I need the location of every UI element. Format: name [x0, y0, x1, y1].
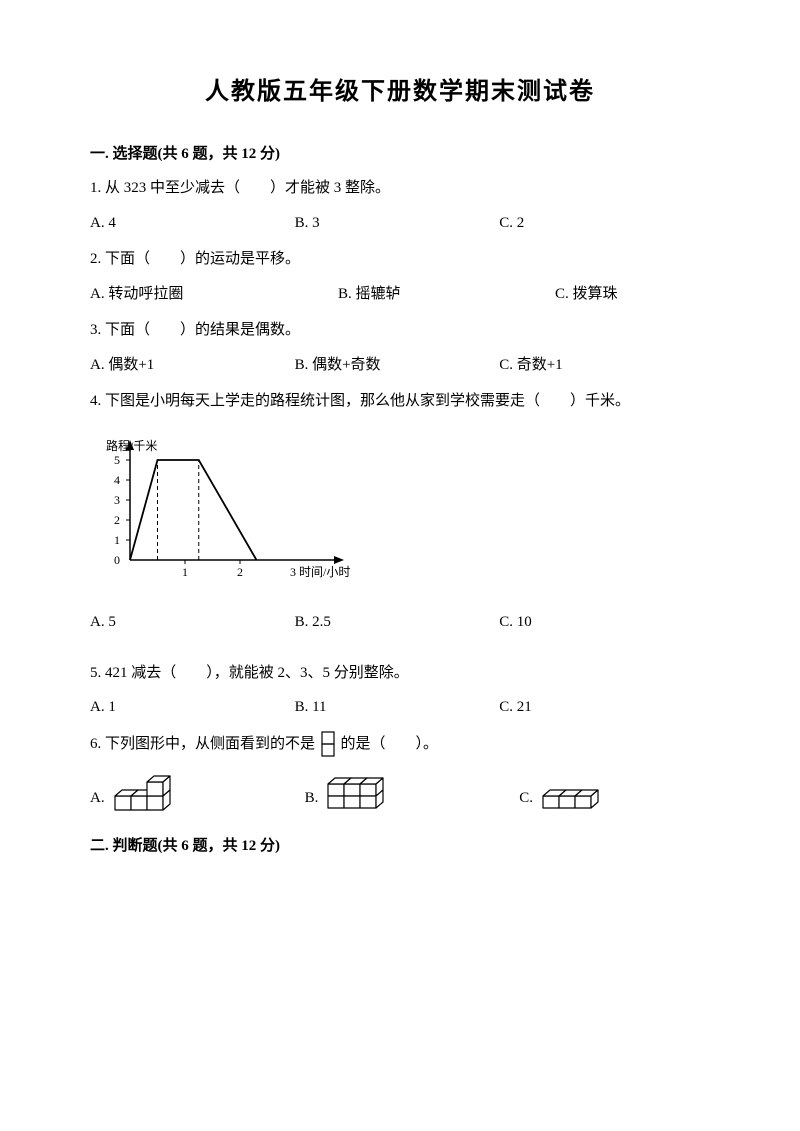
- question-1-options: A. 4 B. 3 C. 2: [90, 209, 710, 238]
- question-5: 5. 421 减去（ ），就能被 2、3、5 分别整除。: [90, 659, 710, 688]
- svg-text:4: 4: [114, 473, 120, 487]
- q4-line-chart: 0 1 2 3 4 5 1 2 3 时间/小时 路程/千米: [90, 430, 710, 591]
- svg-text:1: 1: [114, 533, 120, 547]
- q6-option-a[interactable]: A.: [90, 772, 295, 814]
- q5-option-a[interactable]: A. 1: [90, 693, 295, 722]
- svg-text:5: 5: [114, 453, 120, 467]
- question-4: 4. 下图是小明每天上学走的路程统计图，那么他从家到学校需要走（ ）千米。: [90, 387, 710, 416]
- question-4-options: A. 5 B. 2.5 C. 10: [90, 608, 710, 637]
- q2-option-c[interactable]: C. 拨算珠: [555, 280, 710, 309]
- q6-text-after: 的是（ ）。: [341, 736, 439, 752]
- question-6-options: A. B.: [90, 772, 710, 814]
- page-title: 人教版五年级下册数学期末测试卷: [90, 70, 710, 116]
- section-1-header: 一. 选择题(共 6 题，共 12 分): [90, 140, 710, 169]
- svg-text:2: 2: [237, 565, 243, 579]
- q6-option-a-figure: [111, 772, 191, 814]
- question-2: 2. 下面（ ）的运动是平移。: [90, 245, 710, 274]
- q6-text-before: 6. 下列图形中，从侧面看到的不是: [90, 736, 315, 752]
- q2-option-b[interactable]: B. 摇辘轳: [338, 280, 555, 309]
- q6-option-c[interactable]: C.: [519, 784, 724, 815]
- q6-option-c-figure: [539, 786, 617, 814]
- q5-option-b[interactable]: B. 11: [295, 693, 500, 722]
- q3-option-a[interactable]: A. 偶数+1: [90, 351, 295, 380]
- q3-option-b[interactable]: B. 偶数+奇数: [295, 351, 500, 380]
- question-5-options: A. 1 B. 11 C. 21: [90, 693, 710, 722]
- q1-option-b[interactable]: B. 3: [295, 209, 500, 238]
- q4-option-a[interactable]: A. 5: [90, 608, 295, 637]
- q5-option-c[interactable]: C. 21: [499, 693, 704, 722]
- svg-text:3 时间/小时: 3 时间/小时: [290, 565, 350, 579]
- q6-option-c-label: C.: [519, 784, 533, 815]
- question-3: 3. 下面（ ）的结果是偶数。: [90, 316, 710, 345]
- q6-option-b-figure: [324, 774, 402, 814]
- svg-text:3: 3: [114, 493, 120, 507]
- svg-text:2: 2: [114, 513, 120, 527]
- q3-option-c[interactable]: C. 奇数+1: [499, 351, 710, 380]
- question-6: 6. 下列图形中，从侧面看到的不是 的是（ ）。: [90, 730, 710, 759]
- question-1: 1. 从 323 中至少减去（ ）才能被 3 整除。: [90, 174, 710, 203]
- q6-option-b[interactable]: B.: [305, 774, 510, 814]
- svg-text:1: 1: [182, 565, 188, 579]
- svg-text:路程/千米: 路程/千米: [106, 438, 157, 453]
- svg-text:0: 0: [114, 553, 120, 567]
- q6-option-a-label: A.: [90, 784, 105, 815]
- q2-option-a[interactable]: A. 转动呼拉圈: [90, 280, 338, 309]
- section-2-header: 二. 判断题(共 6 题，共 12 分): [90, 832, 710, 861]
- q6-inline-grid-icon: [321, 731, 335, 757]
- question-3-options: A. 偶数+1 B. 偶数+奇数 C. 奇数+1: [90, 351, 710, 380]
- q4-option-b[interactable]: B. 2.5: [295, 608, 500, 637]
- q1-option-c[interactable]: C. 2: [499, 209, 704, 238]
- q6-option-b-label: B.: [305, 784, 319, 815]
- question-2-options: A. 转动呼拉圈 B. 摇辘轳 C. 拨算珠: [90, 280, 710, 309]
- q1-option-a[interactable]: A. 4: [90, 209, 295, 238]
- q4-option-c[interactable]: C. 10: [499, 608, 704, 637]
